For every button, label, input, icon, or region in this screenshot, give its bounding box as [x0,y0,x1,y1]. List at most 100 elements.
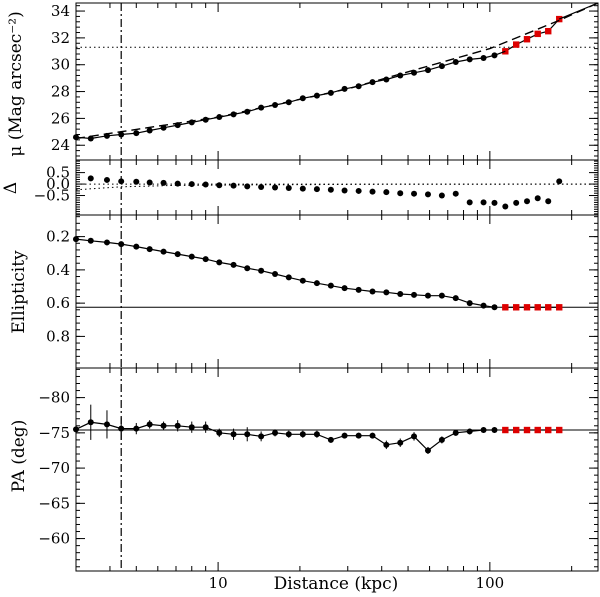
extrapolated-point [523,36,531,43]
panel-frame [75,159,599,216]
profile-point [146,127,153,134]
residual-point [188,181,195,188]
pa-point [118,425,125,432]
extrapolated-point [502,304,509,311]
ellipticity-point [491,304,498,311]
ellipticity-point [383,289,390,296]
y-tick-label: 0.0 [46,175,70,193]
ellipticity-point [299,277,306,284]
ellipticity-point [230,261,237,268]
ellipticity-point [202,256,209,263]
ellipticity-point [285,274,292,281]
ellipticity-point [174,251,181,258]
ellipticity-point [146,246,153,253]
panel-frame [75,2,599,161]
profile-point [480,55,487,62]
residual-point [258,184,265,191]
model-curve [75,2,599,140]
ellipticity-point [480,302,487,309]
profile-point [73,134,79,141]
ellipticity-point [438,292,445,299]
profile-point [424,67,431,74]
residual-point [299,185,306,192]
profile-point [411,69,418,76]
extrapolated-point [523,426,531,434]
pa-point [355,432,362,439]
y-tick-label: 0.4 [46,261,70,279]
residual-point [272,184,279,191]
residual-point [411,190,418,197]
residual-point [160,179,167,186]
pa-point [230,431,237,438]
extrapolated-point [512,304,520,311]
extrapolated-point [534,304,541,311]
ellipticity-point [160,248,167,255]
panel-position-angle: −60 −65 −70 −75 −80 [38,367,599,572]
ellipticity-point [313,280,320,287]
pa-point [480,427,487,434]
envelope-curve [75,183,599,191]
extrapolated-point [502,426,509,434]
profile-point [452,59,459,66]
y-tick-label: 26 [51,109,70,127]
extrapolated-point [502,48,509,55]
residual-point [133,178,140,185]
profile-point [438,63,445,70]
ellipticity-point [87,237,94,244]
panel-residual: 0.50.0−0.5 [34,159,599,216]
profile-point [133,130,140,137]
pa-point [299,431,306,438]
profile-line [558,2,599,20]
pa-point [258,433,265,440]
pa-point [341,432,348,439]
y-tick-label: 0.2 [46,228,70,246]
residual-point [103,176,110,183]
y-tick-label: −0.5 [34,187,70,205]
residual-point [534,195,541,202]
pa-point [103,421,110,428]
residual-point [502,203,509,210]
y-tick-label: −80 [38,389,70,407]
pa-point [369,432,376,439]
x-axis-label: Distance (kpc) [274,574,399,594]
pa-point [174,422,181,429]
residual-point [524,198,531,205]
profile-point [87,135,94,142]
y-tick-label: 30 [51,56,70,74]
residual-point [146,179,153,186]
pa-point [313,431,320,438]
panel-ellipticity: 0.2 0.4 0.6 0.8 [46,214,599,369]
profile-point [160,124,167,131]
extrapolated-point [534,30,541,38]
extrapolated-point [512,426,520,434]
residual-point [355,187,362,194]
profile-line [75,238,495,308]
pa-point [73,426,79,433]
ylabel-residual: Δ [1,182,21,194]
residual-point [397,190,404,197]
extrapolated-point [545,304,552,311]
pa-point [491,427,498,434]
residual-point [383,189,390,196]
residual-point [285,184,292,191]
pa-point [216,429,223,436]
profile-point [466,56,473,63]
ylabel-ellipticity: Ellipticity [9,250,29,334]
y-tick-label: 28 [51,83,70,101]
profile-point [491,52,498,59]
residual-point [313,186,320,193]
ellipticity-point [411,291,418,298]
residual-point [452,190,459,197]
panel-frame [75,214,599,369]
residual-point [327,186,334,193]
residual-point [513,199,520,206]
ellipticity-point [327,282,334,289]
y-tick-label: −60 [38,530,70,548]
residual-point [424,191,431,198]
pa-point [87,419,94,426]
pa-point [146,421,153,428]
profile-line [75,421,495,452]
pa-point [383,441,390,448]
pa-point [452,429,459,436]
